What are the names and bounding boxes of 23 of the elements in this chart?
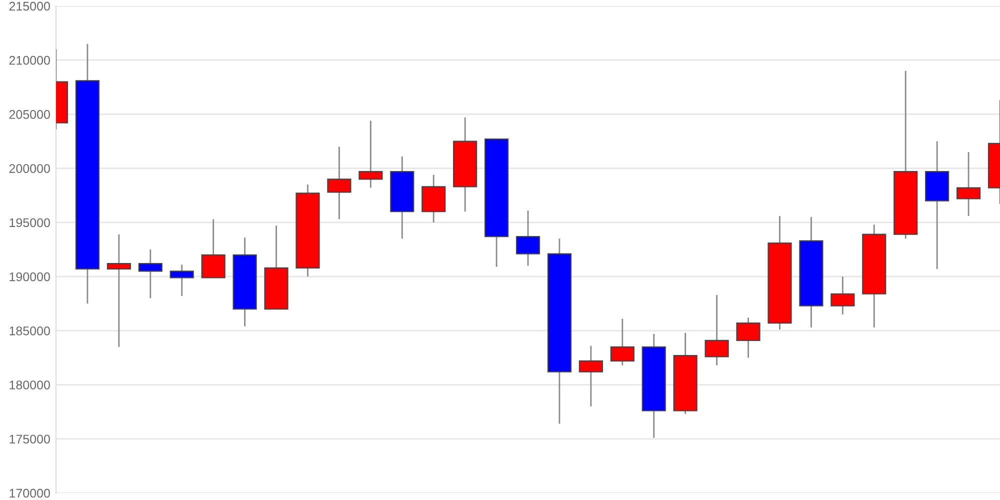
y-tick-label: 190000 — [10, 272, 50, 282]
candlestick — [956, 151, 981, 217]
y-tick-label: 180000 — [10, 380, 50, 390]
candlestick — [610, 318, 634, 366]
candlestick — [830, 276, 855, 316]
candlestick — [170, 264, 194, 297]
candlestick — [578, 345, 603, 408]
candlestick — [358, 120, 383, 189]
y-tick-label: 200000 — [9, 164, 50, 173]
y-tick-label: 215000 — [9, 2, 50, 11]
candlestick — [106, 234, 131, 348]
candlestick — [736, 316, 760, 358]
y-tick-label: 170000 — [10, 488, 50, 498]
y-tick-label: 185000 — [10, 326, 50, 336]
y-tick-label: 195000 — [10, 218, 50, 228]
candlestick — [327, 146, 352, 220]
y-tick-label: 210000 — [9, 56, 50, 65]
candlestick — [704, 294, 729, 366]
candlestick — [138, 248, 162, 299]
y-tick-label: 175000 — [10, 434, 50, 444]
y-tick-label: 205000 — [9, 110, 50, 119]
candlestick — [201, 218, 226, 278]
candlestick — [516, 210, 540, 266]
